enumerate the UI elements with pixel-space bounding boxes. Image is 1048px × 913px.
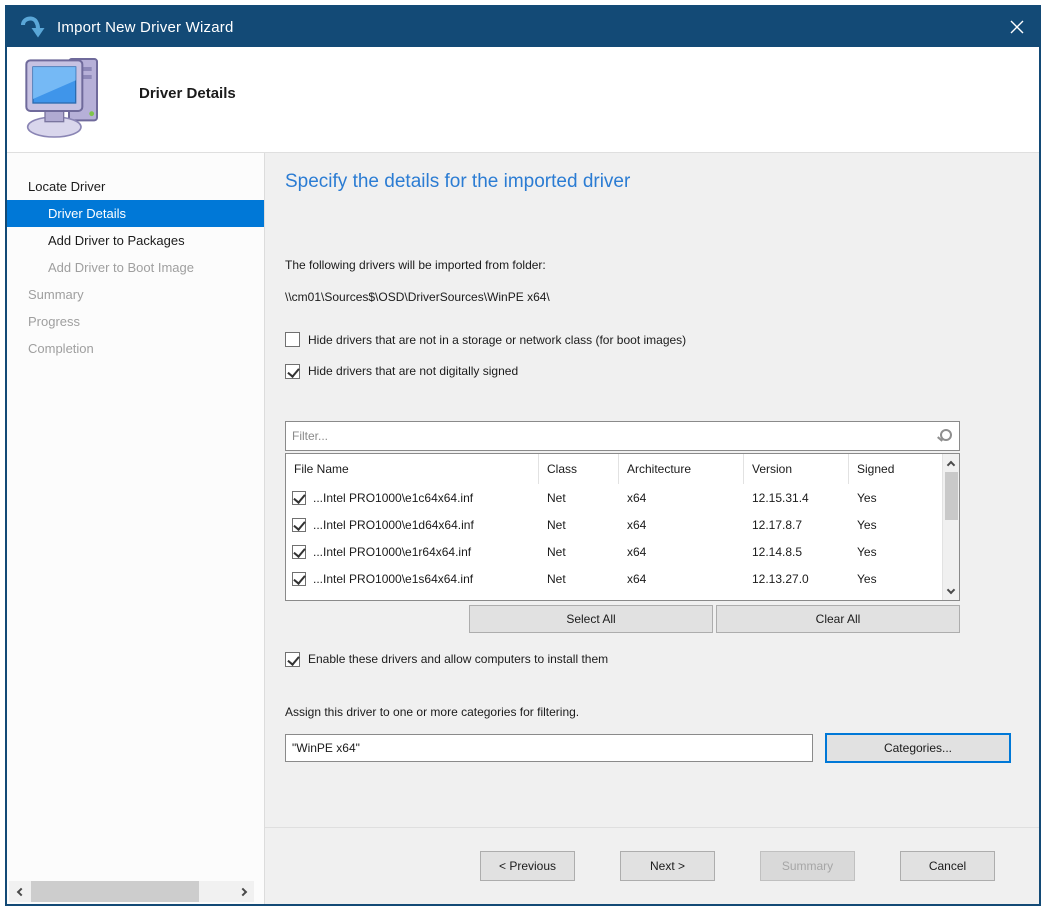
select-all-button[interactable]: Select All [469,605,713,633]
hide-storage-network-checkbox[interactable] [285,332,300,347]
source-folder-path: \\cm01\Sources$\OSD\DriverSources\WinPE … [285,290,550,304]
file-name-cell: ...Intel PRO1000\e1c64x64.inf [313,490,474,505]
title-bar: Import New Driver Wizard [7,7,1039,47]
scrollbar-thumb[interactable] [944,472,958,520]
signed-cell: Yes [857,544,877,559]
class-cell: Net [547,544,566,559]
arch-cell: x64 [627,517,647,532]
step-completion[interactable]: Completion [28,341,94,356]
main-heading: Specify the details for the imported dri… [285,171,631,192]
sidebar-horizontal-scrollbar[interactable] [9,881,254,902]
wizard-steps-sidebar: Locate Driver Driver Details Add Driver … [7,153,265,904]
search-icon [937,429,952,443]
scroll-down-icon[interactable] [946,582,956,600]
column-architecture[interactable]: Architecture [619,454,744,484]
version-cell: 12.13.27.0 [752,571,809,586]
hide-unsigned-label: Hide drivers that are not digitally sign… [308,364,519,378]
driver-list-header: File Name Class Architecture Version Sig… [286,454,942,484]
window-title: Import New Driver Wizard [57,18,234,36]
version-cell: 12.15.31.4 [752,490,809,505]
wizard-footer: < Previous Next > Summary Cancel [265,827,1039,904]
import-arrow-icon [19,15,45,39]
version-cell: 12.14.8.5 [752,544,803,559]
class-cell: Net [547,571,566,586]
summary-button: Summary [760,851,855,881]
arch-cell: x64 [627,490,647,505]
enable-drivers-checkbox[interactable] [285,651,300,667]
driver-list: File Name Class Architecture Version Sig… [285,453,960,601]
row-checkbox[interactable] [292,544,306,559]
driver-row[interactable]: ...Intel PRO1000\e1c64x64.inf Net x64 12… [286,484,942,511]
scroll-up-icon[interactable] [946,454,956,472]
version-cell: 12.17.8.7 [752,517,803,532]
column-class[interactable]: Class [539,454,619,484]
hide-unsigned-checkbox-row[interactable]: Hide drivers that are not digitally sign… [285,361,1039,381]
step-summary[interactable]: Summary [28,287,84,302]
filter-input[interactable] [286,429,937,443]
step-add-driver-to-boot-image[interactable]: Add Driver to Boot Image [48,260,194,275]
scroll-right-icon[interactable] [234,881,254,902]
column-signed[interactable]: Signed [857,462,895,476]
list-vertical-scrollbar[interactable] [942,454,959,600]
wizard-window: Import New Driver Wizard Driver Details [5,5,1041,906]
column-version[interactable]: Version [744,454,849,484]
step-progress[interactable]: Progress [28,314,81,329]
row-checkbox[interactable] [292,517,306,532]
next-button[interactable]: Next > [620,851,715,881]
signed-cell: Yes [857,490,877,505]
row-checkbox[interactable] [292,571,306,586]
signed-cell: Yes [857,571,877,586]
hide-unsigned-checkbox[interactable] [285,363,300,379]
step-driver-details[interactable]: Driver Details [7,200,264,227]
cancel-button[interactable]: Cancel [900,851,995,881]
wizard-header: Driver Details [7,47,1039,153]
class-cell: Net [547,517,566,532]
signed-cell: Yes [857,517,877,532]
categories-button[interactable]: Categories... [825,733,1011,763]
file-name-cell: ...Intel PRO1000\e1d64x64.inf [313,517,474,532]
scrollbar-thumb[interactable] [31,881,199,902]
step-add-driver-to-packages[interactable]: Add Driver to Packages [48,233,185,248]
step-locate-driver[interactable]: Locate Driver [28,179,106,194]
driver-row[interactable]: ...Intel PRO1000\e1s64x64.inf Net x64 12… [286,565,942,592]
source-folder-label: The following drivers will be imported f… [285,258,546,272]
enable-drivers-label: Enable these drivers and allow computers… [308,652,609,666]
file-name-cell: ...Intel PRO1000\e1r64x64.inf [313,544,472,559]
close-icon[interactable] [995,7,1039,47]
filter-box [285,421,960,451]
previous-button[interactable]: < Previous [480,851,575,881]
computer-icon [25,55,105,144]
driver-row[interactable]: ...Intel PRO1000\e1d64x64.inf Net x64 12… [286,511,942,538]
clear-all-button[interactable]: Clear All [716,605,960,633]
page-title: Driver Details [139,85,236,102]
assign-categories-label: Assign this driver to one or more catego… [285,705,580,719]
column-file-name[interactable]: File Name [286,454,539,484]
arch-cell: x64 [627,571,647,586]
file-name-cell: ...Intel PRO1000\e1s64x64.inf [313,571,474,586]
category-value-input[interactable] [285,734,813,762]
enable-drivers-checkbox-row[interactable]: Enable these drivers and allow computers… [285,649,1039,669]
driver-row[interactable]: ...Intel PRO1000\e1r64x64.inf Net x64 12… [286,538,942,565]
class-cell: Net [547,490,566,505]
scroll-left-icon[interactable] [9,881,29,902]
main-panel: Specify the details for the imported dri… [265,153,1039,904]
hide-storage-network-checkbox-row[interactable]: Hide drivers that are not in a storage o… [285,332,1039,347]
row-checkbox[interactable] [292,490,306,505]
arch-cell: x64 [627,544,647,559]
hide-storage-network-label: Hide drivers that are not in a storage o… [308,332,687,347]
